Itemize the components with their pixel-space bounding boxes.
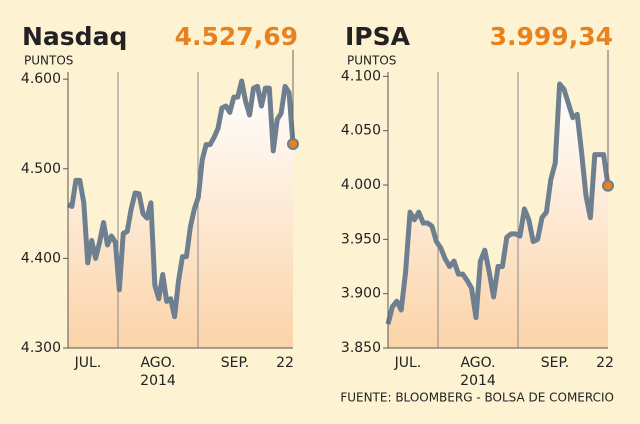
y-tick-label: 4.100 [341, 68, 381, 84]
x-tick-label: JUL. [74, 355, 102, 371]
x-sublabel: 2014 [460, 373, 496, 389]
line [385, 81, 611, 325]
chart-title: IPSA [345, 22, 411, 51]
x-tick-label: SEP. [541, 355, 569, 371]
y-tick-label: 4.400 [21, 250, 61, 266]
headline-value: 3.999,34 [490, 22, 613, 51]
x-tick-label: 22 [596, 355, 614, 371]
y-tick-label: 4.000 [341, 177, 381, 193]
line [66, 78, 296, 320]
y-tick-label: 4.300 [21, 340, 61, 356]
source: FUENTE: BLOOMBERG - BOLSA DE COMERCIO [340, 391, 614, 405]
axis-label: PUNTOS [347, 54, 396, 68]
y-tick-label: 3.850 [341, 340, 381, 356]
x-tick-label: JUL. [394, 355, 422, 371]
axis-label: PUNTOS [24, 54, 73, 68]
headline-value: 4.527,69 [175, 22, 298, 51]
chart-title: Nasdaq [22, 22, 127, 51]
y-tick-label: 4.600 [21, 71, 61, 87]
area-fill [388, 83, 608, 348]
x-tick-label: SEP. [221, 355, 249, 371]
y-tick-label: 3.900 [341, 286, 381, 302]
last-point [287, 137, 299, 150]
x-tick-label: 22 [276, 355, 294, 371]
x-tick-label: AGO. [460, 355, 495, 371]
y-tick-label: 4.050 [341, 123, 381, 139]
y-tick-label: 4.500 [21, 161, 61, 177]
x-sublabel: 2014 [140, 373, 176, 389]
x-tick-label: AGO. [140, 355, 175, 371]
y-tick-label: 3.950 [341, 231, 381, 247]
area-fill [68, 80, 293, 349]
last-point [602, 179, 614, 192]
